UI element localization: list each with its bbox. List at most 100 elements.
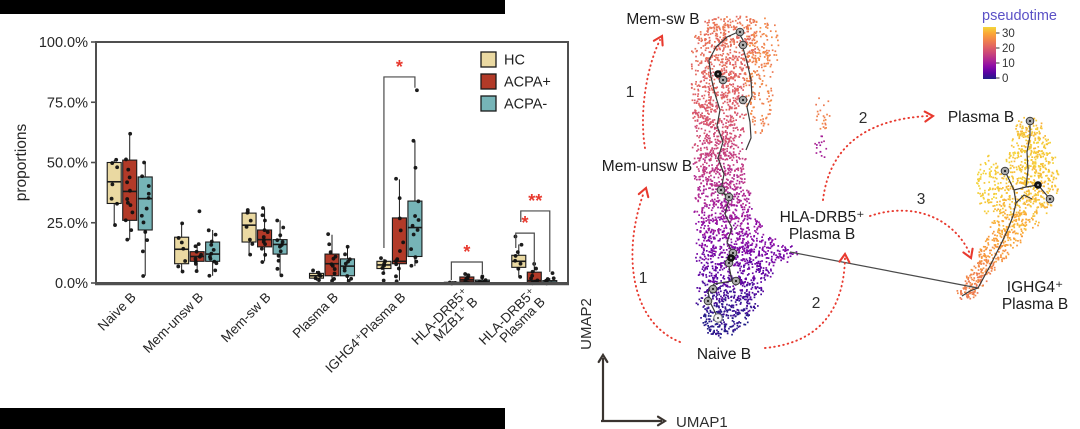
trajectory-node: [735, 27, 745, 37]
data-point: [193, 256, 198, 261]
data-point: [342, 265, 347, 270]
data-point: [207, 273, 212, 278]
cluster-label-plasma-b: Plasma B: [1002, 296, 1068, 313]
sig-star-3: **: [528, 191, 542, 211]
sig-star-0: *: [396, 57, 403, 77]
trajectory-node-branch: [714, 70, 722, 78]
data-point: [245, 208, 250, 212]
data-point: [281, 225, 286, 230]
data-point: [397, 196, 402, 201]
y-tick-label: 0.0%: [55, 276, 88, 292]
data-point: [265, 230, 270, 235]
trajectory-root-node: [713, 313, 723, 323]
box-acpa-mem-unsw-b: [189, 209, 205, 273]
colorbar-tick-label: 20: [1002, 43, 1015, 55]
x-category-label: Mem-sw B: [218, 290, 274, 346]
data-point: [401, 240, 406, 245]
data-point: [211, 247, 216, 252]
box-acpa-plasma-b: [324, 232, 340, 283]
trajectory-arrow-5: [869, 209, 971, 255]
x-category-label: Naive B: [95, 290, 139, 334]
umap-axis-arrowhead: [597, 352, 609, 364]
data-point: [345, 274, 350, 278]
data-point: [409, 247, 414, 252]
cluster-label-naive-b: Naive B: [697, 346, 751, 363]
y-tick-label: 50.0%: [47, 156, 88, 172]
cluster-label-hla-drb5-: HLA-DRB5⁺: [780, 209, 865, 226]
colorbar-tick-label: 10: [1002, 58, 1015, 70]
box-hc-mem-sw-b: [241, 208, 257, 257]
data-point: [193, 259, 198, 264]
legend-swatch-hc: [480, 51, 497, 68]
data-point: [413, 214, 417, 218]
data-point: [209, 239, 214, 244]
data-point: [128, 131, 133, 136]
data-point: [394, 274, 398, 279]
data-point: [279, 273, 284, 278]
data-point: [535, 278, 540, 283]
data-point: [394, 176, 398, 181]
data-point: [276, 258, 281, 263]
cluster-label-plasma-b: Plasma B: [948, 109, 1014, 126]
colorbar-title: pseudotime: [982, 8, 1057, 24]
data-point: [259, 246, 264, 251]
data-point: [110, 161, 115, 165]
trajectory-path-3: [961, 194, 1033, 297]
data-point: [125, 200, 130, 205]
sig-bracket-0: [383, 76, 416, 249]
data-point: [250, 242, 255, 246]
trajectory-arrowhead-5: [962, 247, 974, 260]
data-point: [518, 261, 523, 266]
data-point: [109, 196, 114, 201]
data-point: [413, 165, 418, 170]
data-point: [194, 249, 199, 254]
data-point: [180, 221, 185, 226]
data-point: [381, 271, 386, 276]
data-point: [381, 278, 386, 283]
trajectory-arrowhead-2: [637, 186, 650, 199]
trajectory-arrow-2: [631, 191, 681, 343]
data-point: [275, 266, 280, 271]
data-point: [125, 197, 130, 201]
data-point: [397, 216, 402, 221]
step-number-1: 1: [626, 84, 635, 101]
data-point: [326, 232, 331, 237]
data-point: [513, 258, 518, 263]
data-point: [143, 230, 148, 234]
data-point: [466, 273, 471, 278]
data-point: [263, 218, 267, 223]
trajectory-path-5: [1013, 184, 1051, 200]
data-point: [332, 271, 337, 276]
data-point: [347, 257, 352, 262]
data-point: [213, 232, 218, 237]
box-hc-mem-unsw-b: [174, 221, 190, 274]
data-point: [346, 279, 351, 283]
data-point: [261, 206, 265, 210]
data-point: [110, 182, 115, 187]
trajectory-node: [724, 192, 734, 202]
data-point: [345, 244, 350, 249]
data-point: [115, 165, 120, 170]
box-acpa-plasma-b: [339, 244, 356, 283]
data-point: [140, 249, 145, 254]
data-point: [179, 240, 184, 245]
box: [174, 236, 190, 265]
data-point: [176, 264, 181, 269]
trajectory-node-branch: [727, 254, 735, 262]
trajectory-node: [738, 40, 748, 50]
data-point: [410, 223, 415, 228]
trajectory-node: [1025, 116, 1035, 126]
data-point: [261, 235, 266, 239]
data-point: [379, 256, 383, 261]
data-point: [141, 274, 146, 278]
data-point: [262, 237, 266, 242]
data-point: [411, 232, 416, 237]
data-point: [311, 268, 315, 273]
data-point: [142, 160, 146, 165]
box-acpa-ighg4-plasma-b: [391, 176, 407, 284]
box-hc-naive-b: [106, 157, 122, 227]
data-point: [313, 276, 318, 281]
data-point: [278, 233, 283, 238]
data-point: [144, 206, 149, 211]
